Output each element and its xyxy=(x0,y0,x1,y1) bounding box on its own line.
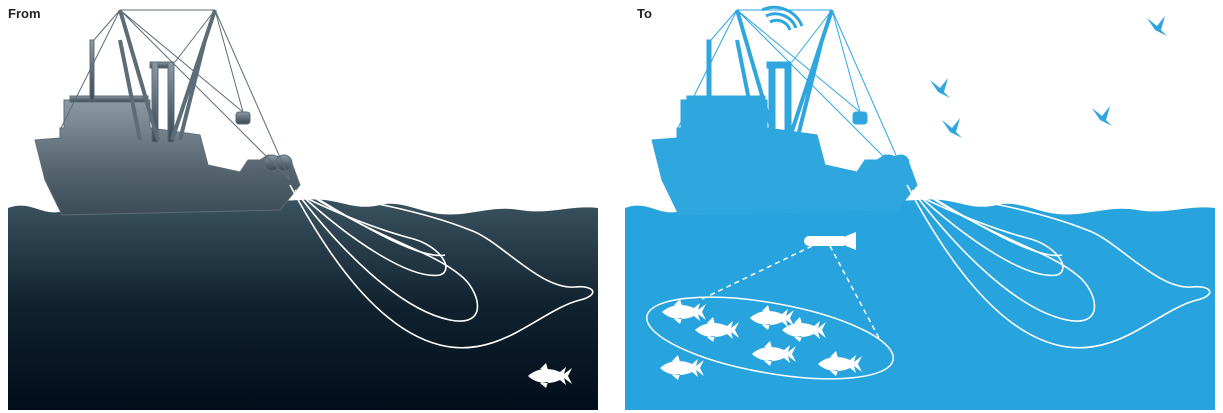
sea xyxy=(625,199,1215,410)
boat xyxy=(33,8,302,217)
signal-icon xyxy=(761,5,804,31)
school-outline xyxy=(645,296,895,380)
panel-label: To xyxy=(637,6,652,21)
drone xyxy=(804,232,856,250)
sea xyxy=(8,199,598,410)
to-panel: To xyxy=(625,5,1215,410)
boat xyxy=(650,8,919,217)
sonar-beam xyxy=(699,245,881,341)
birds xyxy=(930,16,1167,138)
from-panel: From xyxy=(8,6,598,410)
panel-label: From xyxy=(8,6,41,21)
